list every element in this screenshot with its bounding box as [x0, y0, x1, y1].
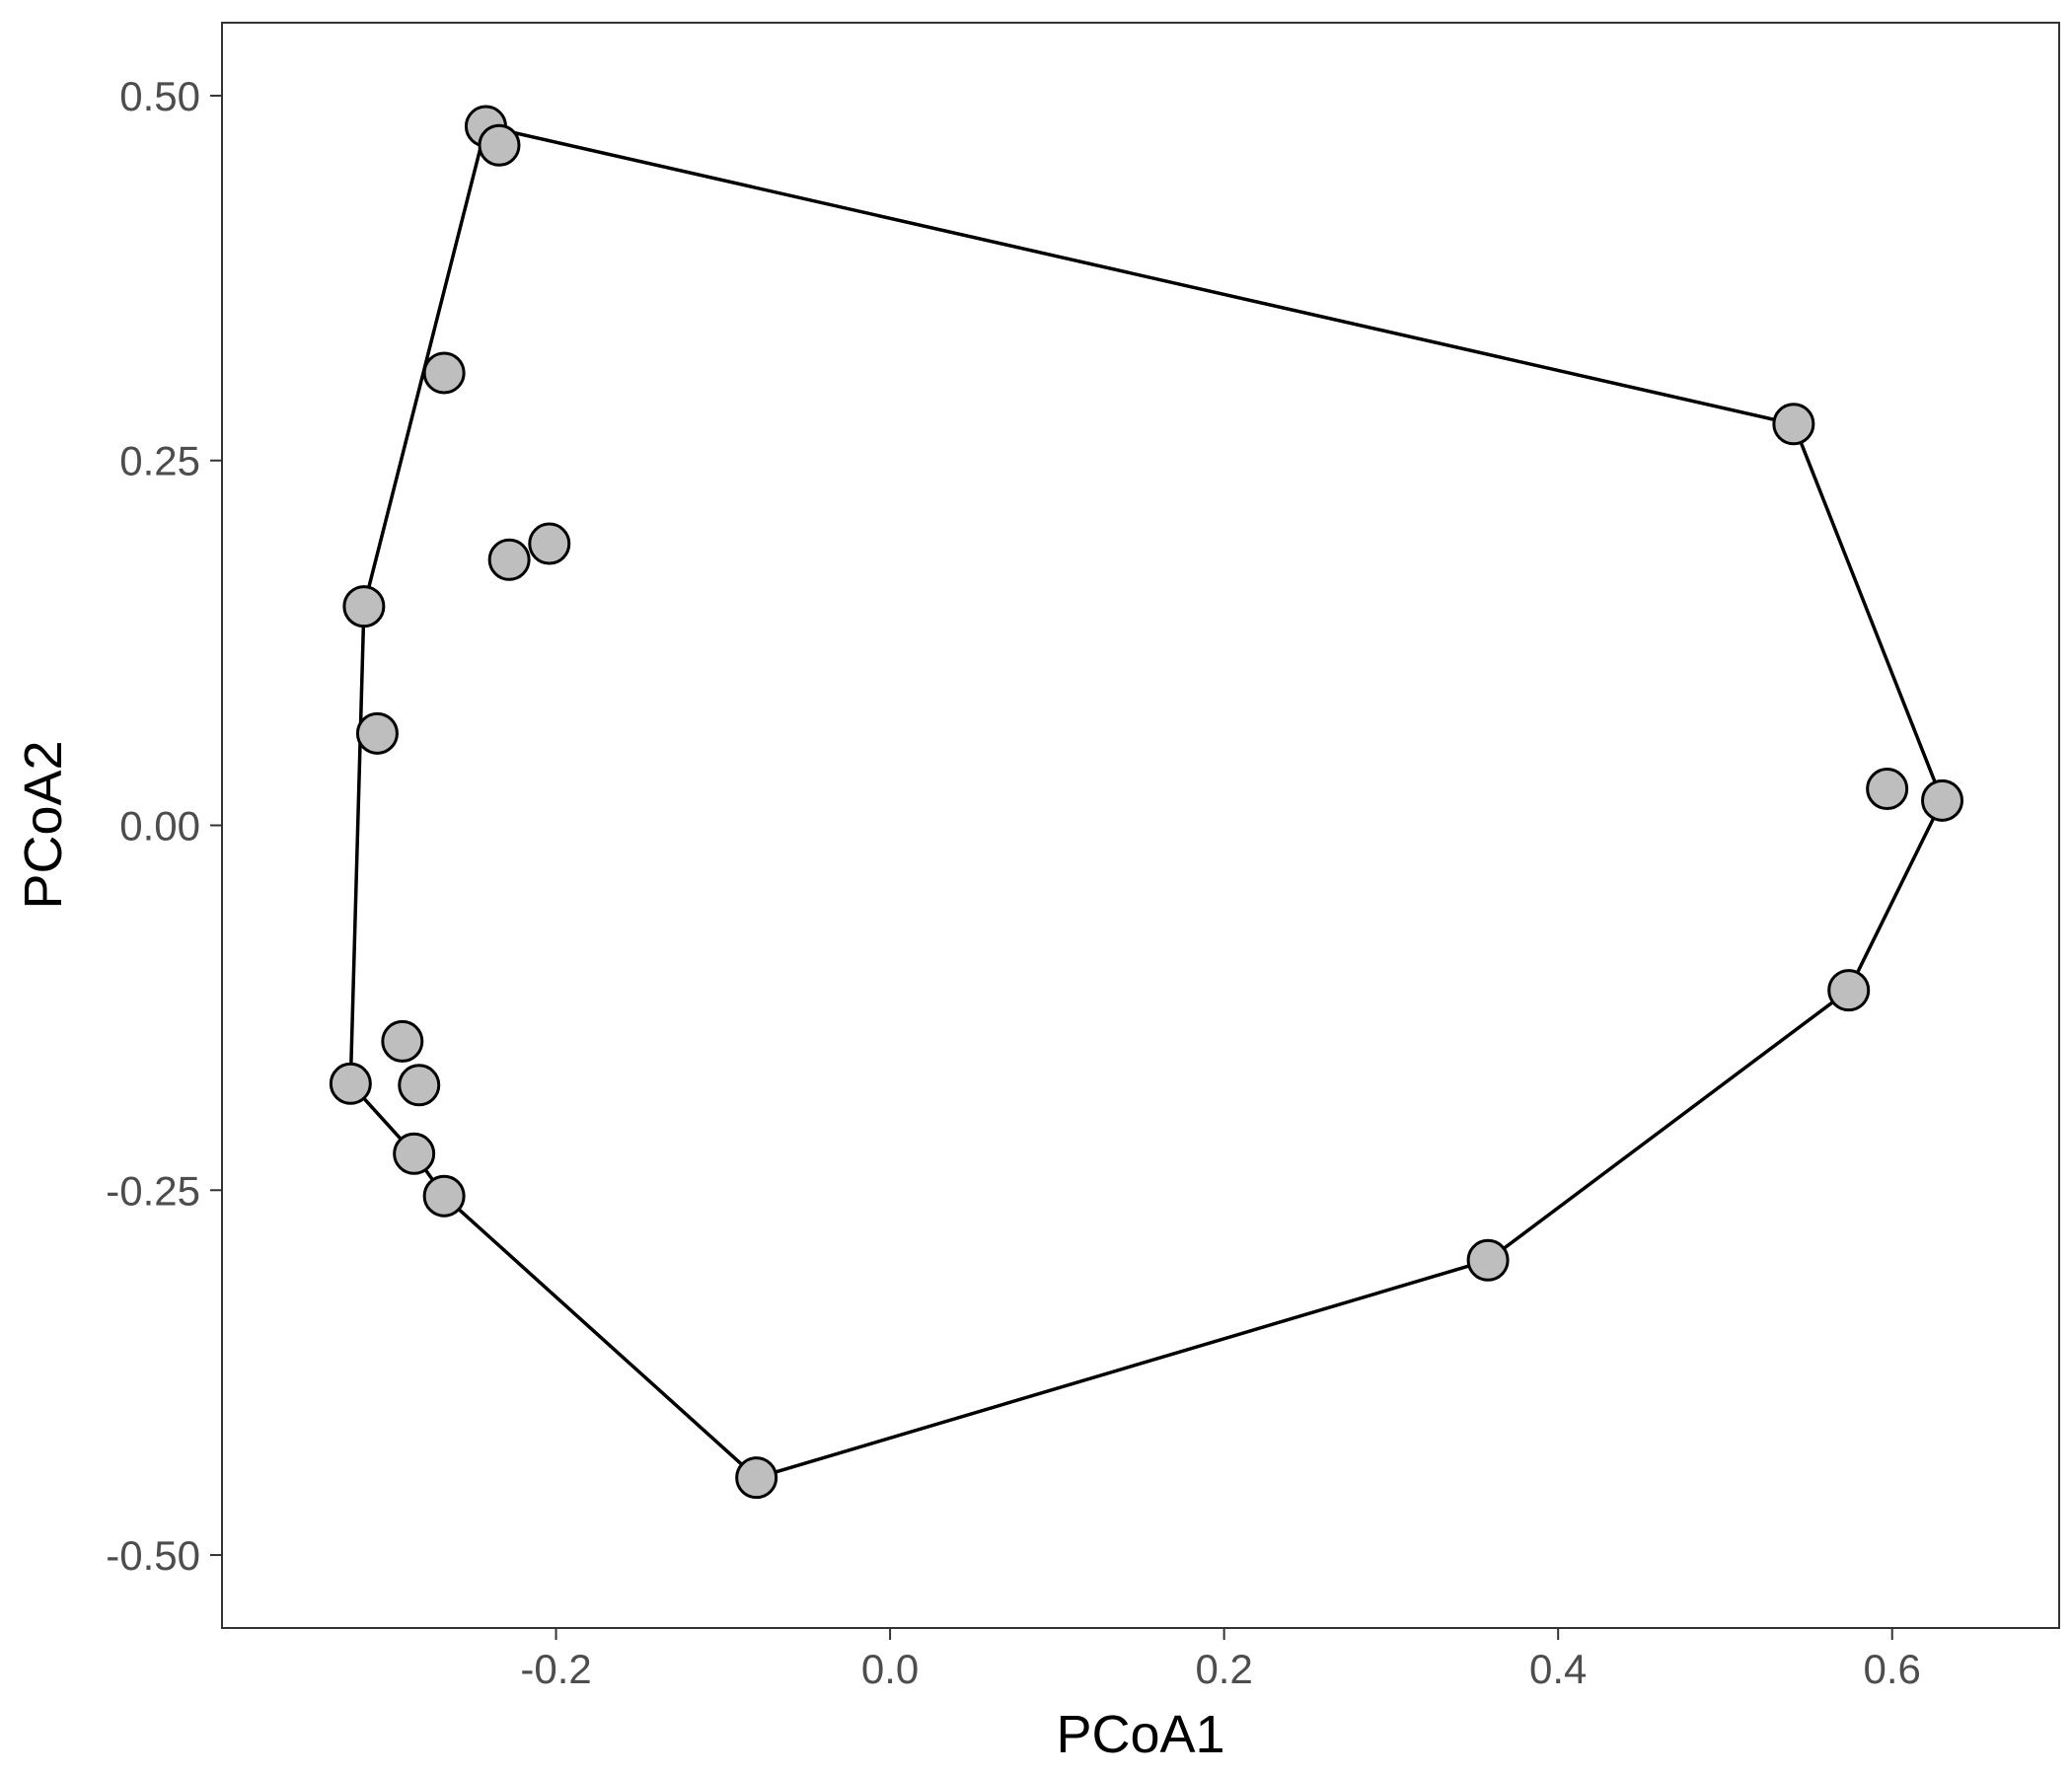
y-axis: 0.50 0.25 0.00 -0.25 -0.50	[106, 73, 222, 1579]
y-tick-label: -0.50	[106, 1532, 200, 1579]
plot-border	[221, 22, 2060, 1629]
y-tick-label: -0.25	[106, 1167, 200, 1214]
x-tick-label: 0.6	[1864, 1646, 1921, 1692]
y-axis-title: PCoA2	[14, 740, 73, 909]
x-tick-label: -0.2	[520, 1646, 591, 1692]
data-point	[528, 522, 571, 565]
data-point	[478, 123, 521, 167]
data-point	[1772, 403, 1815, 446]
data-point	[422, 351, 466, 395]
y-tick-label: 0.00	[119, 803, 200, 850]
data-point	[422, 1174, 466, 1218]
y-tick-label: 0.50	[119, 73, 200, 119]
y-tick-label: 0.25	[119, 438, 200, 484]
data-point	[735, 1456, 778, 1500]
data-point	[1466, 1238, 1510, 1282]
x-axis: -0.2 0.0 0.2 0.4 0.6	[520, 1628, 1921, 1692]
data-point	[355, 711, 399, 755]
data-point	[381, 1019, 424, 1063]
data-point	[329, 1062, 372, 1105]
x-axis-title: PCoA1	[1056, 1705, 1224, 1764]
data-point	[1827, 969, 1871, 1012]
plot-background	[222, 23, 2059, 1628]
data-point	[398, 1064, 441, 1107]
data-point	[1921, 778, 1964, 822]
data-point	[342, 585, 386, 629]
data-point	[1866, 768, 1909, 811]
x-tick-label: 0.2	[1195, 1646, 1252, 1692]
x-tick-label: 0.4	[1529, 1646, 1587, 1692]
x-tick-label: 0.0	[861, 1646, 919, 1692]
data-point	[487, 538, 531, 581]
points-layer	[329, 105, 1964, 1500]
data-point	[393, 1132, 436, 1175]
